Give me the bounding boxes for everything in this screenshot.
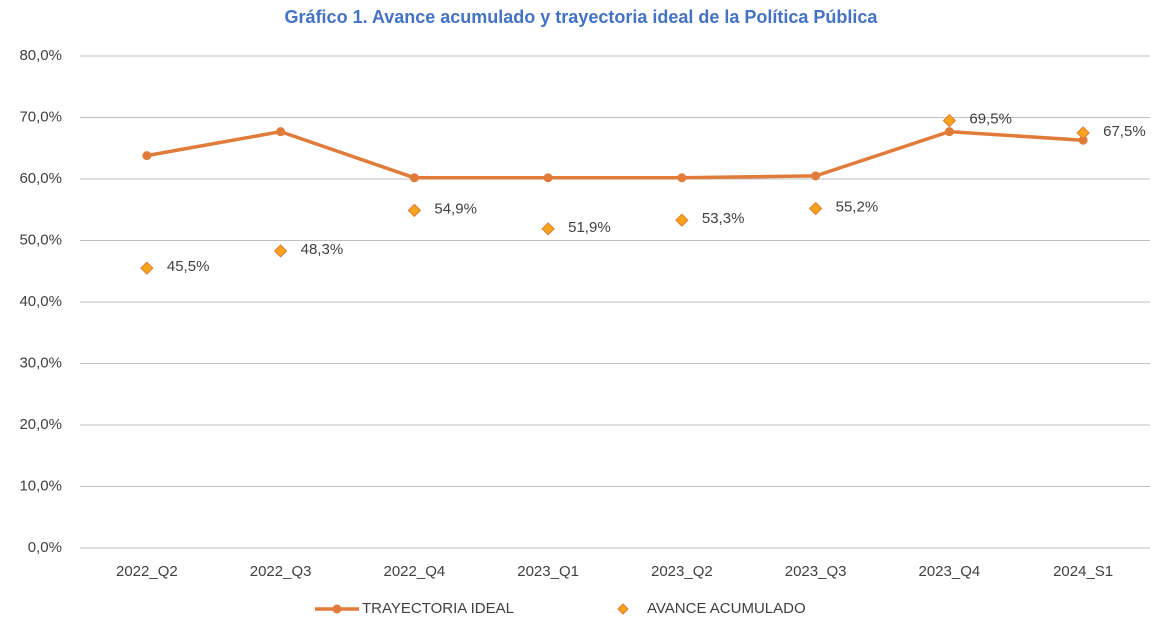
point [944,127,954,137]
data-label: 67,5% [1103,123,1146,140]
data-label: 54,9% [434,200,477,217]
y-tick-label: 0,0% [28,539,62,556]
x-tick-label: 2023_Q2 [651,563,713,580]
y-tick-label: 80,0% [19,47,62,64]
data-label: 55,2% [836,198,879,215]
data-label: 45,5% [167,258,210,275]
x-tick-label: 2023_Q3 [785,563,847,580]
y-tick-label: 30,0% [19,354,62,371]
point [808,201,823,216]
x-tick-label: 2024_S1 [1053,563,1113,580]
point [140,261,154,275]
data-label: 69,5% [969,111,1012,128]
y-tick-label: 10,0% [19,477,62,494]
point [942,113,957,128]
y-tick-label: 50,0% [19,231,62,248]
chart-title: Gráfico 1. Avance acumulado y trayectori… [285,7,879,27]
point [677,173,687,183]
data-label: 48,3% [301,241,344,258]
point [276,127,286,137]
x-tick-label: 2023_Q4 [919,563,981,580]
series-line [146,129,1084,180]
point [273,244,288,258]
legend-marker [617,603,629,615]
y-tick-label: 70,0% [19,108,62,125]
y-tick-label: 60,0% [19,170,62,187]
x-tick-label: 2022_Q2 [116,563,178,580]
data-label: 51,9% [568,219,611,236]
point [541,222,555,236]
data-label: 53,3% [702,210,745,227]
point [543,173,553,183]
x-tick-label: 2022_Q4 [384,563,446,580]
x-tick-label: 2022_Q3 [250,563,312,580]
x-tick-label: 2023_Q1 [517,563,579,580]
y-tick-label: 20,0% [19,416,62,433]
legend-marker [332,604,342,614]
point [1078,135,1088,145]
point [142,151,152,161]
legend-label: AVANCE ACUMULADO [647,600,806,617]
point [407,203,422,218]
y-tick-label: 40,0% [19,293,62,310]
point [409,173,419,183]
legend-label: TRAYECTORIA IDEAL [362,600,514,617]
point [675,213,689,227]
point [811,171,821,181]
point [1076,126,1090,140]
